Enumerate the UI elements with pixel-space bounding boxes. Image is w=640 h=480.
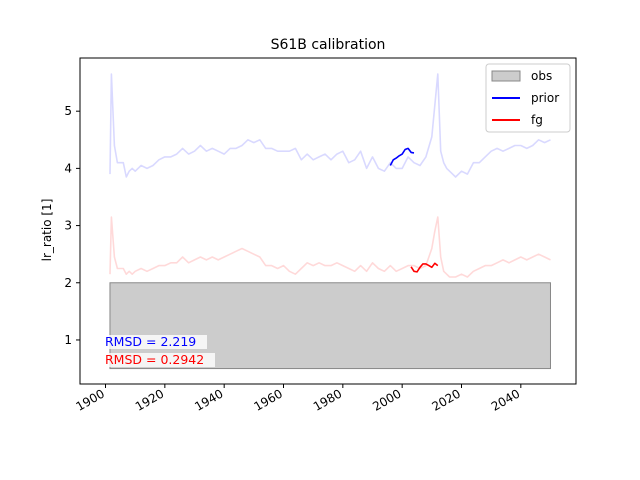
- background-series-line-3: [109, 216, 551, 278]
- rmsd-annotation: RMSD = 2.219: [105, 334, 196, 349]
- chart-title: S61B calibration: [271, 37, 386, 53]
- y-tick-label: 2: [64, 276, 72, 290]
- y-tick-label: 3: [64, 219, 72, 233]
- x-tick-label: 2040: [489, 386, 522, 413]
- annotation-background: [103, 335, 207, 349]
- x-tick-label: 1920: [133, 386, 166, 413]
- annotation-background: [103, 353, 215, 367]
- x-tick-label: 2020: [430, 386, 463, 413]
- x-tick-label: 1980: [311, 386, 344, 413]
- y-axis-label: lr_ratio [1]: [40, 199, 54, 262]
- axes-frame: [79, 57, 577, 385]
- x-tick-label: 1900: [74, 386, 107, 413]
- y-tick-label: 4: [64, 161, 72, 175]
- rmsd-annotation: RMSD = 0.2942: [105, 352, 204, 367]
- series-line-prior: [389, 147, 415, 166]
- legend-label-prior: prior: [531, 91, 559, 105]
- legend-swatch-obs: [491, 70, 521, 82]
- y-tick-label: 1: [64, 333, 72, 347]
- background-series-line-2: [109, 73, 551, 178]
- x-tick-label: 1960: [252, 386, 285, 413]
- series-line-fg: [410, 262, 439, 273]
- legend-label-fg: fg: [531, 113, 543, 127]
- legend: obs prior fg: [485, 63, 571, 133]
- y-tick-label: 5: [64, 104, 72, 118]
- legend-label-obs: obs: [531, 69, 552, 83]
- x-tick-label: 2000: [370, 386, 403, 413]
- x-tick-label: 1940: [192, 386, 225, 413]
